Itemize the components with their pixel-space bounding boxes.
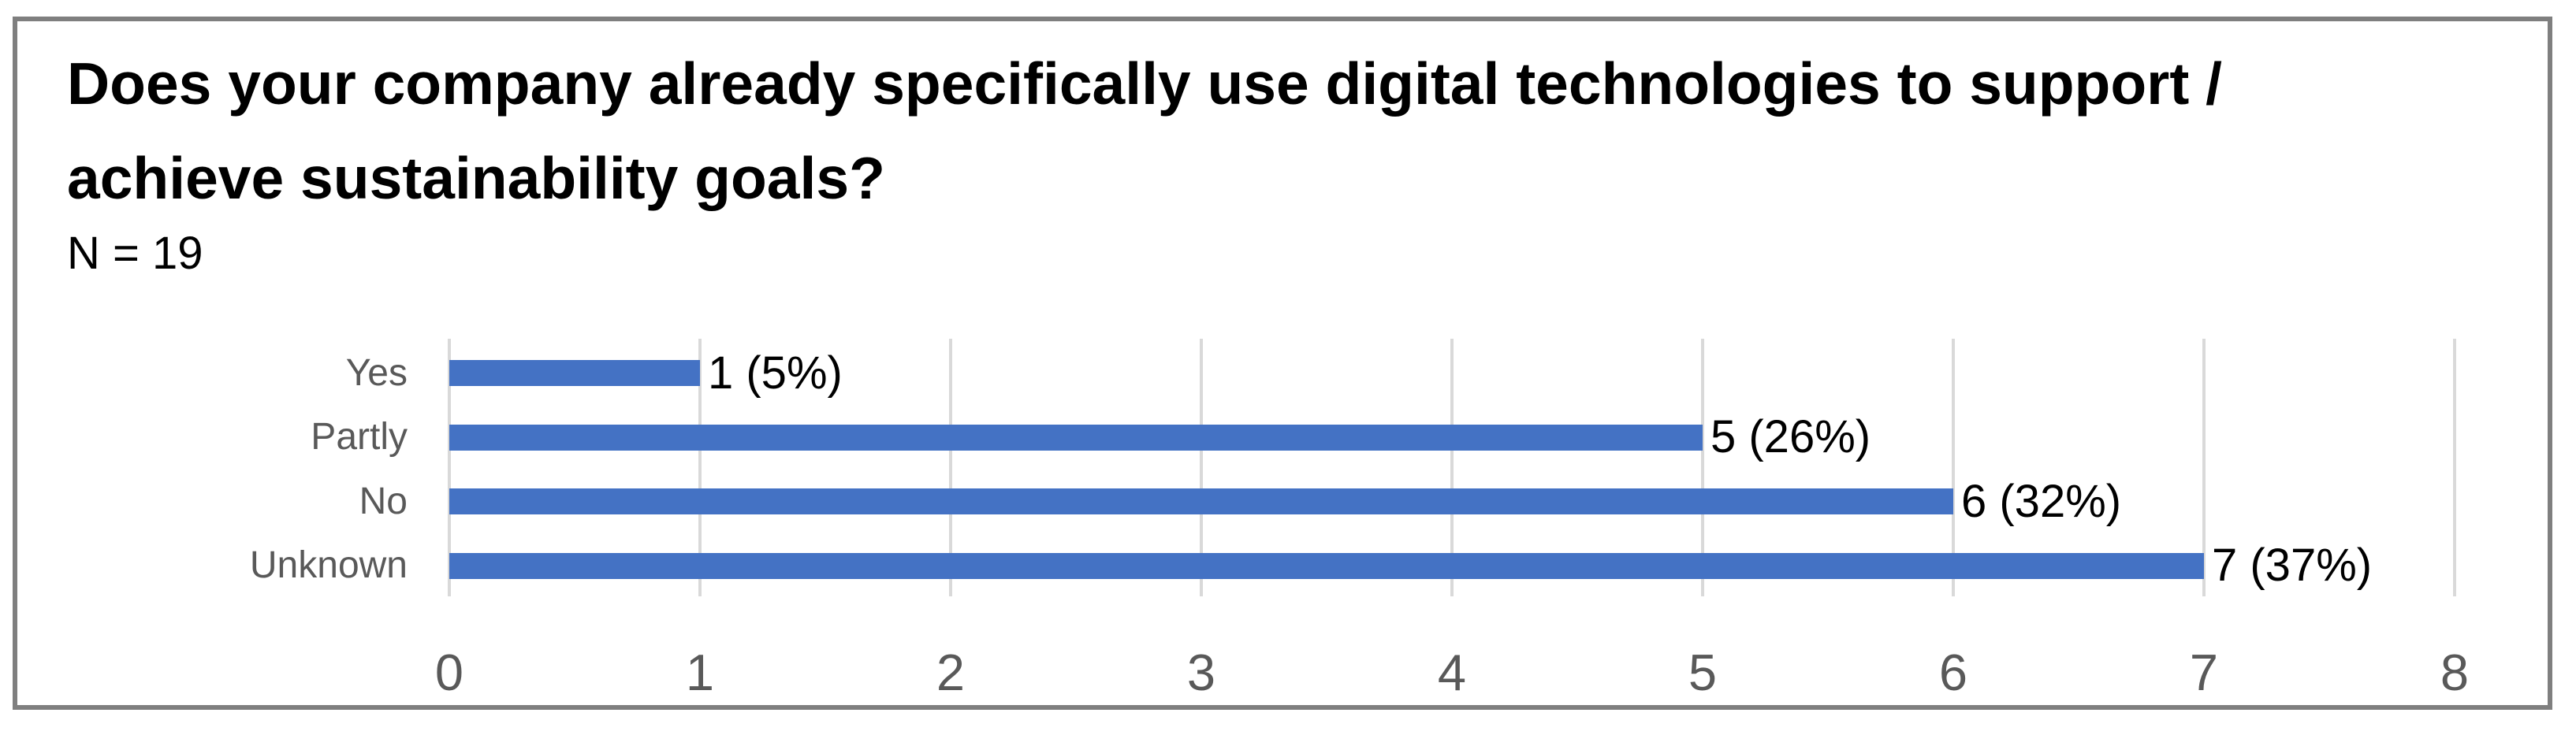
chart-title: Does your company already specifically u… <box>67 36 2495 225</box>
gridline-x8 <box>2453 339 2456 596</box>
gridline-x1 <box>698 339 702 596</box>
value-label: 1 (5%) <box>708 347 843 399</box>
chart-title-line1: Does your company already specifically u… <box>67 50 2223 117</box>
bar-no <box>449 488 1953 514</box>
sample-size-label: N = 19 <box>67 228 203 279</box>
gridline-x0 <box>448 339 451 596</box>
gridline-x2 <box>949 339 952 596</box>
gridline-x6 <box>1952 339 1955 596</box>
value-label: 5 (26%) <box>1711 411 1871 462</box>
category-label: No <box>359 480 408 522</box>
bar-unknown <box>449 552 2204 579</box>
gridline-x4 <box>1450 339 1454 596</box>
category-label: Unknown <box>249 544 408 586</box>
gridline-x3 <box>1200 339 1203 596</box>
category-label: Yes <box>345 351 408 394</box>
chart-title-line2: achieve sustainability goals? <box>67 145 885 211</box>
x-tick-label: 7 <box>2189 644 2219 701</box>
x-tick-label: 1 <box>685 644 715 701</box>
x-tick-label: 2 <box>936 644 966 701</box>
bar-yes <box>449 360 700 386</box>
figure-border <box>13 17 2552 710</box>
gridline-x5 <box>1701 339 1704 596</box>
x-tick-label: 3 <box>1186 644 1216 701</box>
x-tick-label: 0 <box>434 644 464 701</box>
value-label: 6 (32%) <box>1961 475 2122 527</box>
x-tick-label: 5 <box>1688 644 1718 701</box>
x-tick-label: 4 <box>1437 644 1467 701</box>
gridline-x7 <box>2202 339 2206 596</box>
bar-partly <box>449 424 1703 451</box>
x-tick-label: 8 <box>2440 644 2470 701</box>
x-tick-label: 6 <box>1938 644 1968 701</box>
value-label: 7 (37%) <box>2212 540 2373 591</box>
category-label: Partly <box>311 416 408 458</box>
